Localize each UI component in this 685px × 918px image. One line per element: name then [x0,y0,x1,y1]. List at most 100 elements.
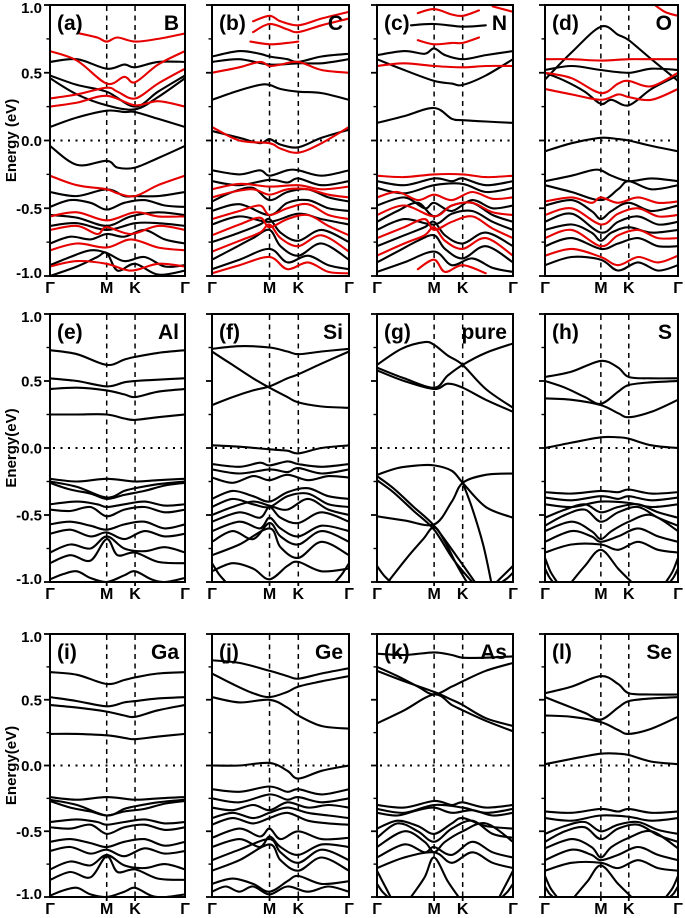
band-curve-red [546,196,677,205]
band-curve-black [51,57,184,70]
band-curve-red [213,223,348,253]
band-curve-black [51,818,184,826]
band-curve-red [252,10,348,27]
band-curve-black [546,136,677,153]
band-curve-black [51,349,184,367]
band-curve-black [665,557,677,581]
band-curve-black [51,853,184,871]
y-tick-label: 0.5 [21,692,42,709]
band-curve-black [213,505,348,525]
band-curve-black [501,572,512,581]
band-curve-black [378,651,512,659]
band-curve-black [546,875,558,896]
panel-l: (l) Se [539,633,679,901]
band-curve-black [378,803,512,814]
band-curve-black [213,885,348,896]
energy-axis-label: Energy (eV) [3,99,20,182]
x-axis-label-M: M [263,586,276,603]
band-curve-black [546,696,677,721]
band-curve-black [213,811,348,826]
band-curve-black [546,568,554,581]
panel-i: (i) Ga [44,633,186,901]
band-curve-black [51,480,184,499]
band-curve-red [546,207,677,226]
x-axis-label-gamma: Γ [45,280,55,297]
band-curve-black [546,675,677,696]
band-curve-red [378,226,512,257]
band-curve-black [213,793,348,804]
x-axis-label-K: K [293,586,305,603]
band-curve-black [213,806,348,820]
band-curve-red [51,174,184,198]
band-curve-black [498,870,512,896]
band-curve-black [213,827,348,841]
x-axis-label-M: M [427,586,440,603]
band-curve-black [378,250,512,273]
band-curve-black [51,505,184,518]
x-axis-label-gamma: Γ [207,586,217,603]
y-tick-label: 0.0 [21,441,42,458]
panel-e: (e) Al [44,313,186,586]
energy-axis-label: Energy(eV) [3,726,20,805]
panel-f: (f) Si [206,313,350,586]
x-axis-label-M: M [263,901,276,918]
band-curve-red [213,213,348,237]
band-curve-red [546,88,677,102]
band-curve-black [51,837,184,849]
x-axis-label-gamma: Γ [180,280,190,297]
band-curve-black [378,806,512,817]
band-curve-black [213,843,348,872]
band-curve-black [378,819,512,843]
panel-letter: (a) [57,12,83,35]
x-axis-label-gamma: Γ [673,586,683,603]
band-curve-black [213,801,348,812]
x-axis-label-M: M [594,280,607,297]
band-curve-black [378,565,392,581]
x-axis-label-gamma: Γ [540,280,550,297]
band-curve-black [51,538,184,565]
band-curve-black [571,548,632,581]
x-axis-label-gamma: Γ [45,586,55,603]
band-curve-black [51,845,184,858]
band-curve-black [213,49,348,64]
band-curve-red [252,17,348,34]
band-curve-black [334,562,348,581]
band-curve-black [546,495,677,502]
band-curve-black [213,659,348,680]
panel-letter: (h) [552,321,579,344]
x-axis-label-K: K [129,901,141,918]
band-curve-black [546,212,677,234]
panel-k: (k) As [371,633,514,901]
y-tick-label: 1.0 [21,0,42,17]
band-curve-red [378,190,512,202]
x-axis-label-gamma: Γ [372,280,382,297]
band-curve-red [213,187,348,199]
x-axis-label-gamma: Γ [372,586,382,603]
band-curve-black [213,198,348,217]
band-curve-black [546,198,677,221]
band-curve-black [213,497,348,516]
dopant-label: C [328,12,343,35]
band-curve-black [378,209,512,231]
band-curve-red [546,71,677,95]
band-curve-black [51,249,184,268]
band-curve-black [51,704,184,719]
energy-axis-label: Energy(eV) [3,408,20,487]
y-tick-label: 0.0 [21,133,42,150]
band-curve-red [378,215,512,239]
band-curve-black [51,535,184,554]
band-curve-black [51,528,184,541]
band-curve-red [51,259,184,272]
band-curve-black [546,223,677,242]
panel-letter: (j) [219,641,239,664]
band-curve-black [378,870,392,896]
band-curve-black [213,527,348,559]
band-curve-black [51,413,184,421]
dopant-label: Si [323,321,343,344]
band-curve-black [51,228,184,245]
dopant-label: Al [158,321,179,344]
band-curve-black [213,560,348,581]
panel-letter: (k) [384,641,410,664]
